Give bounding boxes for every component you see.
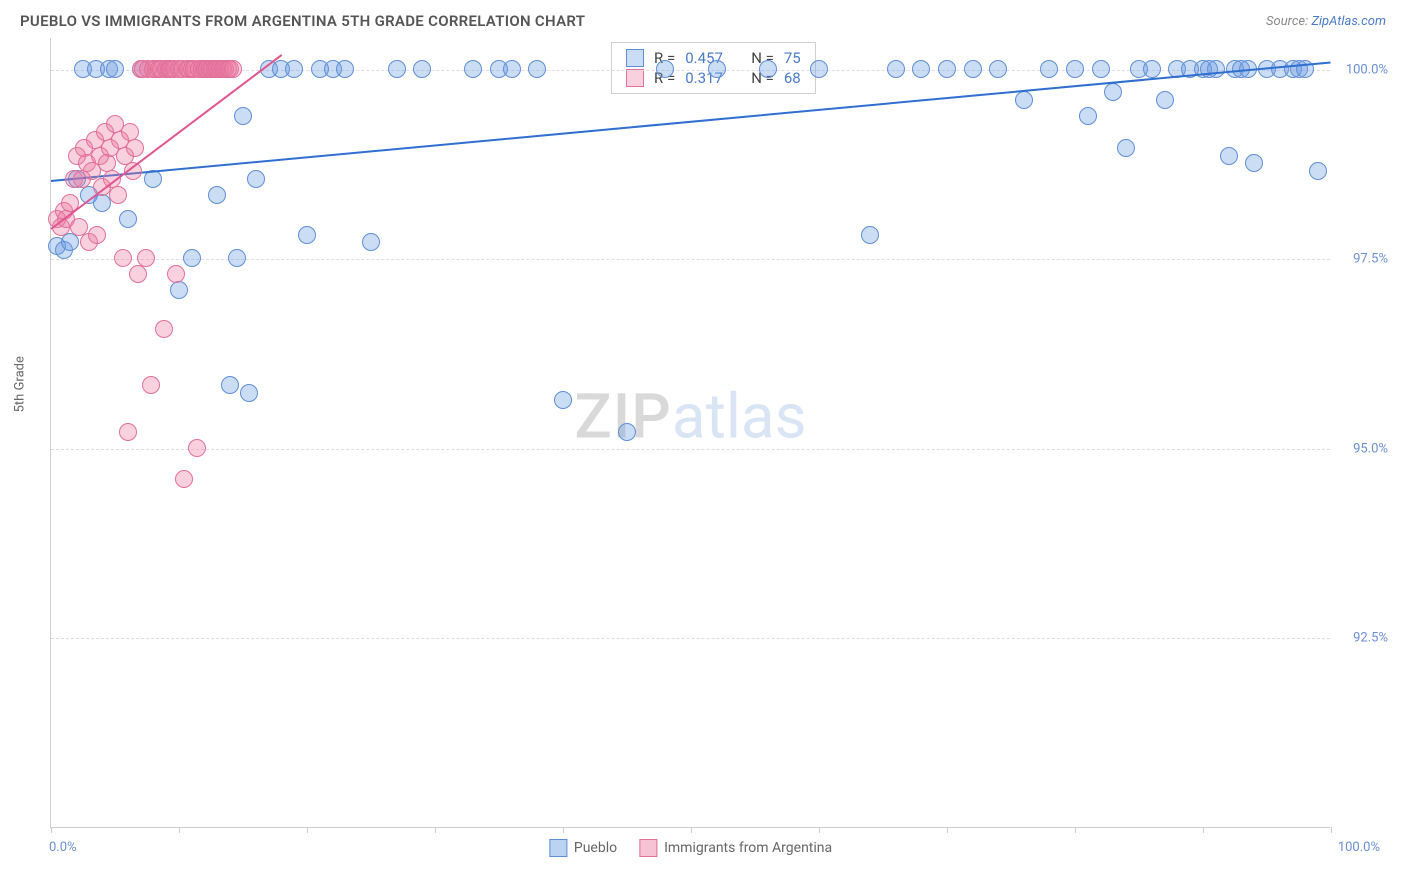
data-point bbox=[106, 60, 124, 78]
legend-swatch bbox=[626, 69, 644, 87]
y-tick-label: 97.5% bbox=[1353, 252, 1388, 267]
data-point bbox=[1117, 139, 1135, 157]
x-tick bbox=[947, 827, 948, 833]
x-tick bbox=[1203, 827, 1204, 833]
data-point bbox=[228, 249, 246, 267]
data-point bbox=[528, 60, 546, 78]
chart-area: 5th Grade ZIPatlas R =0.457N =75R =0.317… bbox=[50, 38, 1396, 828]
data-point bbox=[1143, 60, 1161, 78]
data-point bbox=[170, 281, 188, 299]
data-point bbox=[1220, 147, 1238, 165]
data-point bbox=[119, 210, 137, 228]
x-tick bbox=[1075, 827, 1076, 833]
data-point bbox=[656, 60, 674, 78]
y-tick-label: 95.0% bbox=[1353, 441, 1388, 456]
data-point bbox=[208, 186, 226, 204]
data-point bbox=[240, 384, 258, 402]
data-point bbox=[1092, 60, 1110, 78]
bottom-legend: Pueblo Immigrants from Argentina bbox=[549, 839, 832, 857]
x-tick bbox=[819, 827, 820, 833]
legend-swatch bbox=[549, 839, 567, 857]
y-tick-label: 92.5% bbox=[1353, 631, 1388, 646]
chart-header: PUEBLO VS IMMIGRANTS FROM ARGENTINA 5TH … bbox=[0, 0, 1406, 38]
data-point bbox=[129, 265, 147, 283]
data-point bbox=[1015, 91, 1033, 109]
data-point bbox=[388, 60, 406, 78]
data-point bbox=[183, 249, 201, 267]
data-point bbox=[503, 60, 521, 78]
data-point bbox=[336, 60, 354, 78]
x-min-label: 0.0% bbox=[49, 840, 77, 855]
data-point bbox=[1156, 91, 1174, 109]
x-tick bbox=[691, 827, 692, 833]
data-point bbox=[912, 60, 930, 78]
data-point bbox=[119, 423, 137, 441]
data-point bbox=[61, 233, 79, 251]
source-link[interactable]: ZipAtlas.com bbox=[1311, 14, 1386, 29]
x-max-label: 100.0% bbox=[1338, 840, 1380, 855]
data-point bbox=[109, 186, 127, 204]
data-point bbox=[989, 60, 1007, 78]
data-point bbox=[810, 60, 828, 78]
x-tick bbox=[307, 827, 308, 833]
data-point bbox=[1040, 60, 1058, 78]
data-point bbox=[464, 60, 482, 78]
data-point bbox=[1079, 107, 1097, 125]
watermark: ZIPatlas bbox=[574, 380, 806, 453]
data-point bbox=[362, 233, 380, 251]
data-point bbox=[887, 60, 905, 78]
source-label: Source: ZipAtlas.com bbox=[1266, 14, 1386, 29]
data-point bbox=[964, 60, 982, 78]
data-point bbox=[759, 60, 777, 78]
data-point bbox=[285, 60, 303, 78]
x-tick bbox=[435, 827, 436, 833]
x-tick bbox=[1331, 827, 1332, 833]
data-point bbox=[126, 139, 144, 157]
data-point bbox=[413, 60, 431, 78]
data-point bbox=[247, 170, 265, 188]
x-tick bbox=[563, 827, 564, 833]
gridline bbox=[51, 449, 1330, 450]
data-point bbox=[188, 439, 206, 457]
data-point bbox=[88, 226, 106, 244]
data-point bbox=[618, 423, 636, 441]
data-point bbox=[221, 376, 239, 394]
data-point bbox=[298, 226, 316, 244]
legend-swatch bbox=[626, 49, 644, 67]
data-point bbox=[861, 226, 879, 244]
data-point bbox=[142, 376, 160, 394]
y-axis-label: 5th Grade bbox=[13, 356, 28, 412]
plot-region: ZIPatlas R =0.457N =75R =0.317N =68 Pueb… bbox=[50, 38, 1330, 828]
gridline bbox=[51, 638, 1330, 639]
chart-title: PUEBLO VS IMMIGRANTS FROM ARGENTINA 5TH … bbox=[20, 12, 585, 30]
data-point bbox=[167, 265, 185, 283]
data-point bbox=[155, 320, 173, 338]
data-point bbox=[1207, 60, 1225, 78]
data-point bbox=[114, 249, 132, 267]
x-tick bbox=[179, 827, 180, 833]
legend-swatch bbox=[639, 839, 657, 857]
data-point bbox=[1309, 162, 1327, 180]
data-point bbox=[1245, 154, 1263, 172]
data-point bbox=[224, 60, 242, 78]
data-point bbox=[175, 470, 193, 488]
y-tick-label: 100.0% bbox=[1346, 62, 1388, 77]
data-point bbox=[554, 391, 572, 409]
data-point bbox=[708, 60, 726, 78]
data-point bbox=[234, 107, 252, 125]
x-tick bbox=[51, 827, 52, 833]
data-point bbox=[1066, 60, 1084, 78]
data-point bbox=[1104, 83, 1122, 101]
legend-item: Pueblo bbox=[549, 839, 617, 857]
legend-item: Immigrants from Argentina bbox=[639, 839, 832, 857]
data-point bbox=[137, 249, 155, 267]
data-point bbox=[938, 60, 956, 78]
